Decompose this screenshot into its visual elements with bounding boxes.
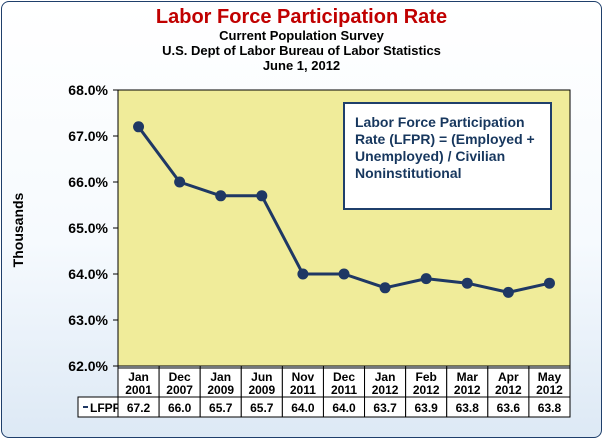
table-category-cell [528,367,571,398]
table-category-cell [322,367,366,398]
data-point [215,190,227,202]
x-tick-label-year: 2011 [331,383,357,397]
table-value: 63.8 [456,401,480,415]
data-point [174,176,186,188]
x-tick-label-year: 2012 [372,383,399,397]
x-tick-label-year: 2009 [207,383,234,397]
table-category-cell [405,367,448,398]
table-value: 63.6 [497,401,521,415]
table-value: 63.9 [415,401,439,415]
y-tick-label: 68.0% [68,82,108,98]
x-tick-label-month: Dec [333,370,355,384]
data-point [256,190,268,202]
x-tick-label-year: 2011 [290,383,316,397]
x-tick-label-year: 2012 [536,383,563,397]
y-tick-label: 66.0% [68,174,108,190]
table-value: 66.0 [168,401,192,415]
x-tick-label-month: Mar [457,370,479,384]
data-point [502,286,514,298]
x-tick-label-month: Jan [375,370,396,384]
x-tick-label-year: 2009 [248,383,275,397]
table-value: 64.0 [291,401,315,415]
table-value: 64.0 [332,401,356,415]
y-tick-label: 67.0% [68,128,108,144]
x-tick-label-month: May [538,370,562,384]
table-value: 63.8 [538,401,562,415]
chart-subtitle-source: U.S. Dept of Labor Bureau of Labor Stati… [162,43,441,58]
y-tick-label: 63.0% [68,312,108,328]
x-tick-label-year: 2012 [454,383,481,397]
table-value-cell [528,396,571,418]
x-tick-label-month: Nov [292,370,315,384]
data-point [297,268,309,280]
x-tick-label-year: 2007 [166,383,193,397]
chart-subtitle-date: June 1, 2012 [262,58,341,73]
chart-title: Labor Force Participation Rate [155,6,448,28]
data-point [420,273,432,285]
chart-subtitle-survey: Current Population Survey [219,28,384,43]
x-tick-label-month: Jan [210,370,231,384]
table-category-cell [240,367,283,398]
annotation-box: Labor Force Participation Rate (LFPR) = … [343,102,552,210]
table-category-cell [446,367,489,398]
y-tick-label: 65.0% [68,220,108,236]
table-series-name: LFPR [90,401,122,415]
y-tick-label: 64.0% [68,266,108,282]
data-point [133,121,145,133]
data-point [338,268,350,280]
data-point [543,277,555,289]
table-value: 63.7 [373,401,397,415]
data-point [379,282,391,294]
data-point [461,277,473,289]
x-tick-label-month: Dec [169,370,191,384]
x-tick-label-year: 2012 [413,383,440,397]
x-tick-label-year: 2001 [125,383,152,397]
table-category-cell [158,367,201,398]
y-tick-label: 62.0% [68,358,108,374]
table-value: 65.7 [209,401,233,415]
table-value: 65.7 [250,401,274,415]
x-tick-label-month: Jun [251,370,272,384]
x-tick-label-month: Apr [498,370,519,384]
table-value: 67.2 [127,401,151,415]
x-tick-label-year: 2012 [495,383,522,397]
title-block: Labor Force Participation Rate Current P… [0,6,603,73]
x-tick-label-month: Jan [128,370,149,384]
x-tick-label-month: Feb [416,370,437,384]
